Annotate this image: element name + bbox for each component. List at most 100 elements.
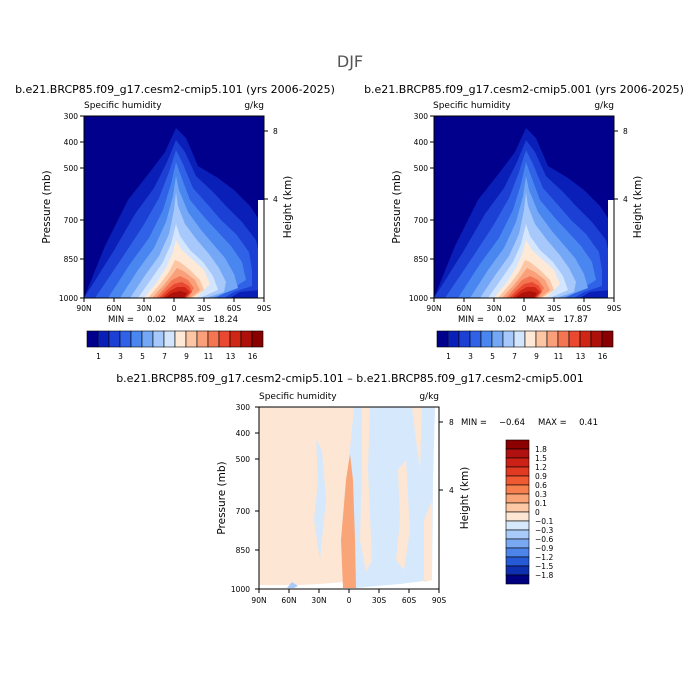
panel-2-max-label: MAX = (526, 315, 555, 325)
panel-3-units: g/kg (419, 392, 439, 402)
panel-2-ytick-850: 850 (414, 255, 429, 264)
panel-1-max-value: 18.24 (214, 315, 238, 325)
panel-1-colorbar-swatch-9 (185, 330, 198, 348)
panel-3-ylabel: Pressure (mb) (216, 461, 228, 534)
panel-1-colorbar-swatch-3 (119, 330, 132, 348)
panel-3-colorbar-swatch-0 (505, 439, 530, 450)
panel-1-ylabel-right: Height (km) (282, 176, 294, 239)
panel-3-colorbar-swatch-14 (505, 565, 530, 576)
panel-1-min-label: MIN = (108, 315, 134, 325)
panel-3-height-tick-8: 8 (449, 418, 454, 427)
panel-3-cbar-label-1.8: 1.8 (535, 445, 547, 454)
panel-2-min-label: MIN = (458, 315, 484, 325)
panel-1-height-tick-4: 4 (273, 195, 278, 204)
panel-2-cbar-label-1: 1 (446, 352, 451, 361)
panel-1-colorbar-swatch-1 (97, 330, 110, 348)
panel-2-colorbar-swatch-9 (535, 330, 548, 348)
panel-1-cbar-label-9: 9 (184, 352, 189, 361)
panel-3-ylabel-right: Height (km) (459, 467, 471, 530)
panel-3-cbar-label-0.6: 0.6 (535, 481, 547, 490)
panel-3-stats: MIN = −0.64 MAX = 0.41 (461, 418, 598, 428)
panel-1-cbar-label-3: 3 (118, 352, 123, 361)
panel-3-max-value: 0.41 (579, 418, 598, 428)
panel-2-ylabel: Pressure (mb) (391, 170, 403, 243)
panel-3-cbar-label-0.9: 0.9 (535, 472, 547, 481)
panel-3-cbar-label-1.2: 1.2 (535, 463, 547, 472)
panel-2-stats: MIN = 0.02 MAX = 17.87 (458, 315, 588, 325)
panel-1-variable: Specific humidity (84, 101, 162, 111)
panel-3-xtick-30n: 30N (311, 596, 326, 605)
panel-2-colorbar-swatch-2 (458, 330, 471, 348)
panel-2-cbar-label-16: 16 (598, 352, 608, 361)
panel-2-xtick-30n: 30N (486, 304, 501, 313)
panel-3-variable: Specific humidity (259, 392, 337, 402)
panel-2-colorbar-swatch-7 (513, 330, 526, 348)
panel-2-xtick-0: 0 (522, 304, 527, 313)
panel-1-colorbar-swatch-2 (108, 330, 121, 348)
panel-3-ytick-700: 700 (236, 507, 251, 516)
panel-1-colorbar-swatch-8 (174, 330, 187, 348)
panel-1-y-ticks: 300 400 500 700 850 1000 (59, 112, 84, 303)
panel-1-xtick-30n: 30N (136, 304, 151, 313)
panel-1-xtick-90n: 90N (76, 304, 91, 313)
panel-3-cbar-label-0: 0 (535, 508, 540, 517)
panel-2-colorbar-swatch-8 (524, 330, 537, 348)
panel-3-colorbar (505, 439, 530, 585)
panel-3-cbar-label-neg0.3: −0.3 (535, 526, 553, 535)
panel-2-cbar-label-7: 7 (512, 352, 517, 361)
panel-3-colorbar-swatch-11 (505, 538, 530, 549)
panel-2: b.e21.BRCP85.f09_g17.cesm2-cmip5.001 (yr… (364, 83, 684, 361)
panel-2-ytick-300: 300 (414, 112, 429, 121)
panel-1-min-value: 0.02 (147, 315, 166, 325)
panel-1-y-ticks-right: 8 4 (264, 127, 278, 204)
panel-3-ytick-1000: 1000 (231, 585, 250, 594)
panel-1-x-ticks: 90N 60N 30N 0 30S 60S 90S (76, 298, 271, 313)
panel-1-xtick-60s: 60S (227, 304, 242, 313)
panel-3-colorbar-swatch-2 (505, 457, 530, 468)
panel-2-ylabel-right: Height (km) (632, 176, 644, 239)
panel-3-xtick-60s: 60S (402, 596, 417, 605)
panel-3-x-ticks: 90N 60N 30N 0 30S 60S 90S (251, 589, 446, 605)
figure-title: DJF (337, 52, 363, 71)
panel-3-cbar-label-1.5: 1.5 (535, 454, 547, 463)
panel-3-xtick-90s: 90S (432, 596, 447, 605)
panel-1-height-tick-8: 8 (273, 127, 278, 136)
panel-2-colorbar-swatch-4 (480, 330, 493, 348)
panel-3-title: b.e21.BRCP85.f09_g17.cesm2-cmip5.101 – b… (116, 372, 584, 385)
panel-1-cbar-label-16: 16 (248, 352, 258, 361)
panel-2-ytick-1000: 1000 (409, 294, 428, 303)
panel-1-cbar-label-13: 13 (226, 352, 236, 361)
panel-1-cbar-label-5: 5 (140, 352, 145, 361)
panel-2-colorbar-swatch-14 (590, 330, 603, 348)
panel-2-xtick-90s: 90S (607, 304, 622, 313)
panel-2-height-tick-8: 8 (623, 127, 628, 136)
panel-3-colorbar-swatch-1 (505, 448, 530, 459)
panel-1-colorbar-swatch-5 (141, 330, 154, 348)
panel-2-colorbar-swatch-11 (557, 330, 570, 348)
panel-2-x-ticks: 90N 60N 30N 0 30S 60S 90S (426, 298, 621, 313)
panel-1-ylabel: Pressure (mb) (41, 170, 53, 243)
panel-2-plot (433, 115, 615, 299)
panel-3-positive-streak-d (424, 500, 432, 582)
panel-2-colorbar-swatch-5 (491, 330, 504, 348)
panel-3-colorbar-swatch-13 (505, 556, 530, 567)
panel-2-xtick-30s: 30S (547, 304, 562, 313)
panel-3-positive-core (341, 454, 356, 588)
panel-1-ytick-700: 700 (64, 216, 79, 225)
panel-3-y-ticks: 300 400 500 700 850 1000 (231, 403, 259, 594)
panel-1-colorbar-swatch-12 (218, 330, 231, 348)
panel-2-colorbar-swatch-3 (469, 330, 482, 348)
panel-1-contour-level-15 (165, 291, 187, 298)
panel-1-max-label: MAX = (176, 315, 205, 325)
panel-1-cbar-label-1: 1 (96, 352, 101, 361)
panel-1-xtick-90s: 90S (257, 304, 272, 313)
panel-2-colorbar-swatch-13 (579, 330, 592, 348)
panel-2-colorbar-swatch-15 (601, 330, 614, 348)
panel-1-cbar-label-11: 11 (204, 352, 214, 361)
panel-1-colorbar-swatch-14 (240, 330, 253, 348)
panel-3-colorbar-swatch-8 (505, 511, 530, 522)
panel-2-colorbar-swatch-0 (436, 330, 449, 348)
panel-1-ytick-400: 400 (64, 138, 79, 147)
panel-3-colorbar-swatch-15 (505, 574, 530, 585)
